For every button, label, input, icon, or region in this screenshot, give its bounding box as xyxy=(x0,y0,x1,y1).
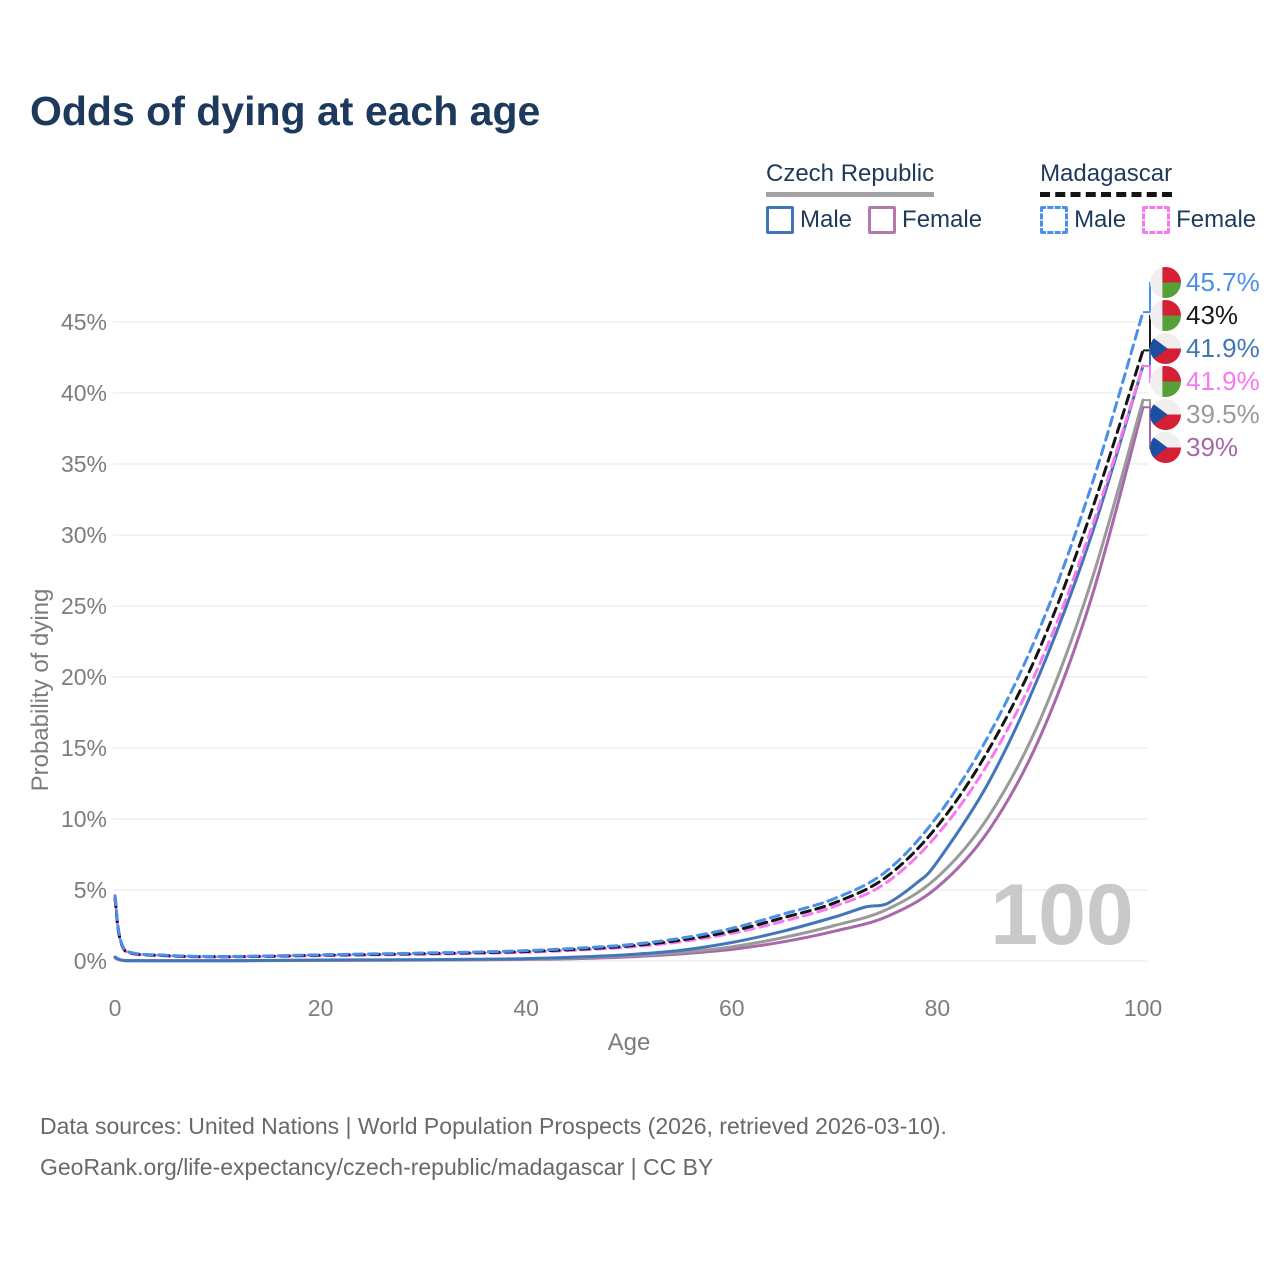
legend-group-title-madagascar: Madagascar xyxy=(1040,160,1173,197)
czech-flag-icon xyxy=(1150,333,1181,364)
x-tick-label: 100 xyxy=(1124,995,1162,1021)
y-tick-label: 15% xyxy=(61,735,107,761)
x-tick-label: 80 xyxy=(925,995,951,1021)
czech-flag-icon xyxy=(1150,432,1181,463)
legend-swatch-czech-female-icon[interactable] xyxy=(868,206,897,234)
legend-label-czech-male[interactable]: Male xyxy=(800,206,853,233)
y-tick-label: 25% xyxy=(61,593,107,619)
y-tick-label: 10% xyxy=(61,806,107,832)
end-label-value: 41.9% xyxy=(1186,366,1260,396)
end-label-madagascar_both: 43% xyxy=(1150,300,1238,331)
series-line-madagascar_female[interactable] xyxy=(113,364,1145,959)
y-tick-label: 45% xyxy=(61,309,107,335)
chart-legend: Czech Republic Male Female Madagascar Ma… xyxy=(766,160,1272,234)
y-tick-label: 30% xyxy=(61,522,107,548)
series-line-madagascar_male[interactable] xyxy=(113,310,1145,959)
y-tick-label: 20% xyxy=(61,664,107,690)
end-label-czech_republic_female: 39% xyxy=(1150,432,1238,463)
legend-swatch-madagascar-male-icon[interactable] xyxy=(1040,206,1069,234)
data-sources-text: Data sources: United Nations | World Pop… xyxy=(40,1113,947,1139)
x-tick-label: 0 xyxy=(109,995,122,1021)
legend-label-madagascar-male[interactable]: Male xyxy=(1074,206,1127,233)
x-tick-label: 40 xyxy=(513,995,539,1021)
end-label-value: 41.9% xyxy=(1186,333,1260,363)
series-line-czech_republic_male[interactable] xyxy=(113,364,1145,963)
y-axis-title: Probability of dying xyxy=(27,589,54,792)
x-tick-label: 20 xyxy=(308,995,334,1021)
madagascar-flag-icon xyxy=(1150,300,1181,331)
y-tick-label: 40% xyxy=(61,380,107,406)
legend-swatch-madagascar-female-icon[interactable] xyxy=(1142,206,1171,234)
end-label-madagascar_male: 45.7% xyxy=(1150,267,1260,298)
series-line-madagascar_both[interactable] xyxy=(113,348,1145,959)
legend-label-madagascar-female[interactable]: Female xyxy=(1176,206,1257,233)
y-tick-label: 35% xyxy=(61,451,107,477)
czech-flag-icon xyxy=(1150,399,1181,430)
y-tick-label: 5% xyxy=(74,877,107,903)
chart-footer: Data sources: United Nations | World Pop… xyxy=(40,1106,947,1188)
series-line-czech_republic_female[interactable] xyxy=(113,405,1145,963)
legend-group-title-czech-republic: Czech Republic xyxy=(766,160,935,197)
series-line-czech_republic_both[interactable] xyxy=(113,398,1145,963)
end-label-czech_republic_male: 41.9% xyxy=(1150,333,1260,364)
legend-swatch-czech-male-icon[interactable] xyxy=(766,206,794,234)
madagascar-flag-icon xyxy=(1150,366,1181,397)
x-tick-label: 60 xyxy=(719,995,745,1021)
end-label-value: 39.5% xyxy=(1186,399,1260,429)
madagascar-flag-icon xyxy=(1150,267,1181,298)
legend-group-czech-republic: Czech Republic Male Female xyxy=(766,160,998,234)
legend-label-czech-female[interactable]: Female xyxy=(902,206,983,233)
hover-age-watermark: 100 xyxy=(990,867,1134,963)
end-label-value: 39% xyxy=(1186,432,1239,462)
y-tick-label: 0% xyxy=(74,948,107,974)
end-label-value: 43% xyxy=(1186,300,1239,330)
end-label-madagascar_female: 41.9% xyxy=(1150,366,1260,397)
attribution-link[interactable]: GeoRank.org/life-expectancy/czech-republ… xyxy=(40,1154,714,1180)
page-title: Odds of dying at each age xyxy=(30,88,541,134)
end-label-value: 45.7% xyxy=(1186,267,1260,297)
end-label-czech_republic_both: 39.5% xyxy=(1150,399,1260,430)
legend-group-madagascar: Madagascar Male Female xyxy=(1040,160,1272,234)
x-axis-title: Age xyxy=(608,1029,651,1056)
